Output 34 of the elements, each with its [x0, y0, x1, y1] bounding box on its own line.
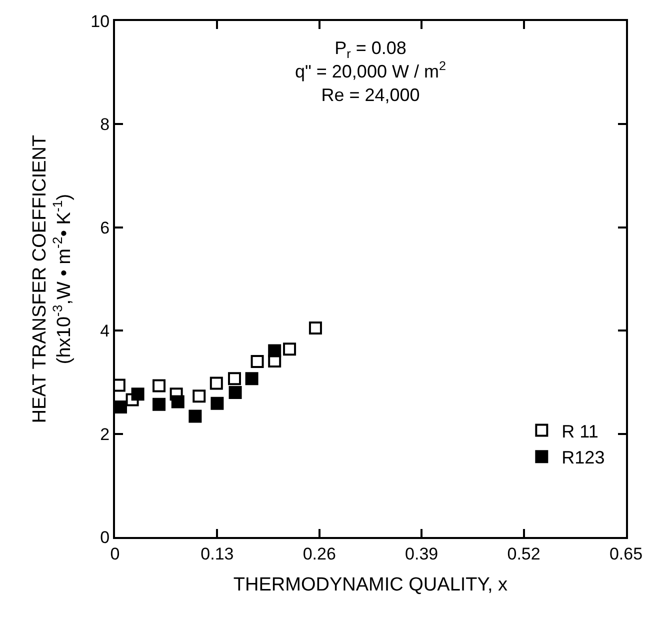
- y-tick-label: 10: [90, 12, 110, 31]
- point: [171, 395, 184, 408]
- point: [250, 355, 264, 368]
- x-tick-label: 0.52: [507, 544, 540, 564]
- y-tick-label: 8: [100, 115, 110, 134]
- point: [268, 354, 282, 368]
- point: [152, 379, 166, 392]
- point: [308, 322, 322, 335]
- point: [228, 386, 242, 400]
- point: [245, 372, 258, 386]
- x-tick-label: 0.13: [200, 544, 234, 564]
- legend-label: R 11: [562, 421, 598, 442]
- point: [210, 396, 224, 410]
- point: [210, 376, 223, 390]
- point: [228, 372, 241, 386]
- y-tick-label: 4: [100, 322, 110, 341]
- point: [126, 393, 139, 406]
- x-tick-label: 0.26: [302, 544, 336, 564]
- point: [283, 342, 296, 356]
- point: [192, 390, 206, 403]
- point: [268, 344, 282, 358]
- x-axis-title: THERMODYNAMIC QUALITY, x: [233, 574, 508, 596]
- x-tick-label: 0.65: [609, 544, 643, 564]
- x-tick-label: 0.39: [405, 544, 438, 564]
- point: [170, 388, 183, 401]
- legend-label: R123: [562, 448, 605, 468]
- y-tick-label: 6: [100, 218, 110, 238]
- point: [152, 398, 166, 411]
- text: P$_{r}$ = 0.08 q" = 20,000 W / m$^{2}$ Re = 24,000: [295, 38, 446, 105]
- point: [115, 400, 127, 414]
- y-tick-label: 0: [100, 528, 110, 547]
- point: [188, 410, 202, 423]
- y-tick-label: 2: [100, 424, 110, 444]
- point: [131, 388, 144, 401]
